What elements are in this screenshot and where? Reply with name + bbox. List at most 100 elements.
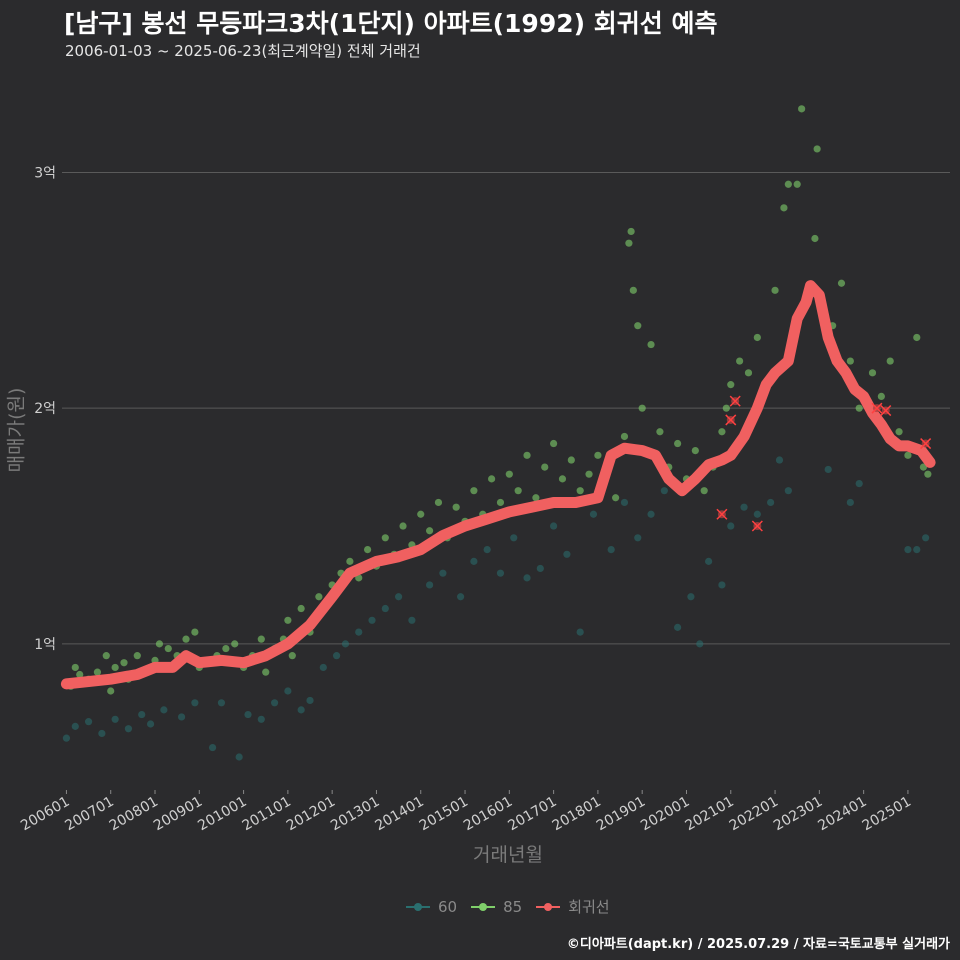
data-point-85 <box>155 640 164 648</box>
data-point-60 <box>146 720 155 728</box>
data-point-60 <box>550 522 558 530</box>
data-point-60 <box>496 569 505 577</box>
data-point-60 <box>620 498 629 507</box>
data-point-60 <box>439 569 447 577</box>
data-point-85 <box>811 234 819 243</box>
data-point-60 <box>426 581 434 589</box>
data-point-85 <box>691 447 699 455</box>
data-point-60 <box>408 616 416 624</box>
data-point-85 <box>771 286 779 294</box>
data-point-85 <box>496 498 505 507</box>
data-point-60 <box>824 465 832 474</box>
data-point-85 <box>567 456 575 464</box>
x-tick-label: 201501 <box>417 794 471 835</box>
data-point-60 <box>355 628 363 636</box>
x-tick-label: 201301 <box>328 794 382 835</box>
data-point-60 <box>727 522 735 530</box>
data-point-85 <box>182 635 190 643</box>
data-point-85 <box>76 670 84 679</box>
x-tick-label: 201001 <box>195 794 249 835</box>
data-point-60 <box>753 510 761 518</box>
data-point-85 <box>550 439 558 448</box>
flagged-marker <box>751 520 763 532</box>
data-point-85 <box>505 470 513 478</box>
chart-title: [남구] 봉선 무등파크3차(1단지) 아파트(1992) 회귀선 예측 <box>64 9 718 38</box>
data-point-85 <box>629 286 637 294</box>
data-point-60 <box>510 534 518 542</box>
data-point-60 <box>483 545 491 554</box>
data-point-85 <box>284 616 292 624</box>
data-point-85 <box>532 494 540 502</box>
flagged-marker <box>920 438 932 450</box>
data-point-60 <box>589 510 598 518</box>
data-point-60 <box>297 706 305 714</box>
legend-key-85 <box>471 900 496 914</box>
data-point-85 <box>315 593 323 601</box>
data-point-85 <box>594 451 602 459</box>
data-point-85 <box>93 668 102 676</box>
data-point-60 <box>111 715 119 723</box>
data-point-60 <box>217 699 226 707</box>
data-point-85 <box>753 333 761 342</box>
data-point-60 <box>674 623 682 631</box>
data-point-60 <box>332 652 341 660</box>
data-point-85 <box>262 668 270 676</box>
legend-label-85: 85 <box>503 897 523 916</box>
data-point-60 <box>718 581 726 589</box>
data-point-60 <box>846 498 854 507</box>
data-point-85 <box>813 145 821 153</box>
data-point-60 <box>634 534 642 542</box>
data-point-85 <box>674 439 682 448</box>
data-point-60 <box>647 510 655 518</box>
data-point-60 <box>284 687 292 695</box>
data-point-60 <box>160 706 168 714</box>
data-point-85 <box>656 428 664 436</box>
data-point-85 <box>904 451 912 459</box>
data-point-60 <box>696 640 704 648</box>
chart-legend: 60 85 회귀선 <box>406 896 610 917</box>
data-point-85 <box>133 652 141 660</box>
data-point-85 <box>886 357 894 365</box>
x-tick-label: 201801 <box>550 794 604 835</box>
data-point-85 <box>541 463 549 471</box>
x-tick-label: 201201 <box>284 794 338 835</box>
data-point-85 <box>426 527 434 535</box>
data-point-85 <box>612 494 620 502</box>
data-point-85 <box>700 487 708 495</box>
data-point-60 <box>244 710 252 719</box>
data-point-60 <box>740 503 748 511</box>
data-point-85 <box>346 557 354 565</box>
data-point-85 <box>191 628 199 636</box>
data-point-85 <box>488 475 496 483</box>
y-tick-label: 3억 <box>34 165 56 181</box>
data-point-60 <box>904 545 912 554</box>
data-point-60 <box>381 604 389 613</box>
flagged-marker <box>880 405 892 417</box>
x-tick-label: 200701 <box>62 794 116 835</box>
data-point-85 <box>793 180 801 188</box>
flagged-marker <box>716 508 728 520</box>
data-point-60 <box>368 616 376 624</box>
data-point-85 <box>780 204 788 212</box>
data-point-85 <box>452 503 460 511</box>
data-point-85 <box>523 451 531 459</box>
data-point-85 <box>625 239 633 247</box>
data-point-60 <box>257 715 265 723</box>
data-point-85 <box>877 392 885 400</box>
data-point-85 <box>120 659 128 667</box>
x-tick-label: 202401 <box>815 794 869 835</box>
data-point-85 <box>102 652 110 660</box>
data-point-85 <box>638 404 646 412</box>
data-point-85 <box>71 663 79 672</box>
x-tick-label: 202301 <box>771 794 825 835</box>
data-point-60 <box>855 480 863 488</box>
legend-label-60: 60 <box>438 897 458 916</box>
data-point-85 <box>417 510 425 518</box>
data-point-85 <box>620 432 629 441</box>
flagged-marker <box>871 402 883 414</box>
data-point-85 <box>222 644 230 653</box>
data-point-60 <box>191 699 199 707</box>
data-point-85 <box>231 640 239 648</box>
data-point-60 <box>563 550 571 558</box>
